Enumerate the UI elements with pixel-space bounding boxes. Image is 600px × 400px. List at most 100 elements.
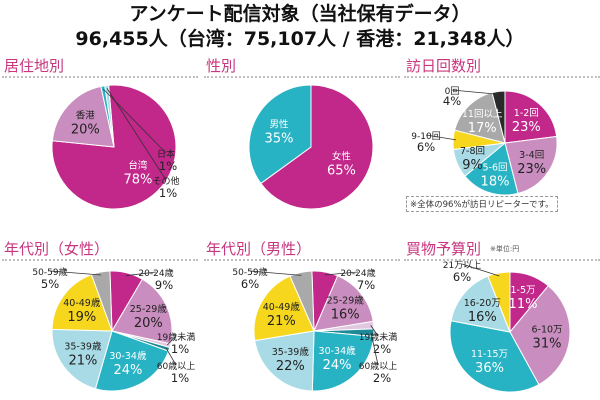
slice-value-label: 24% bbox=[113, 363, 142, 378]
slice-label: 50-59歳 bbox=[232, 266, 267, 278]
slice-value-label: 1% bbox=[159, 159, 177, 173]
slice-label: 女性 bbox=[332, 151, 352, 163]
slice-label: 19歳未満 bbox=[359, 331, 397, 343]
pie-slice bbox=[94, 330, 170, 392]
slice-label: 20-24歳 bbox=[138, 267, 173, 279]
slice-label: 30-34歳 bbox=[319, 345, 357, 357]
leader-line bbox=[167, 335, 177, 346]
divider bbox=[404, 259, 600, 261]
leader-line bbox=[125, 271, 157, 277]
pie-slice bbox=[289, 270, 315, 332]
leader-line bbox=[165, 348, 177, 366]
pie-slice bbox=[464, 142, 519, 196]
divider bbox=[2, 259, 198, 261]
pie-slice bbox=[487, 271, 511, 333]
slice-label: 3-4回 bbox=[519, 150, 544, 161]
slice-label: 11回以上 bbox=[462, 109, 503, 120]
pie-slice bbox=[504, 90, 558, 144]
budget-panel: 1-5万 11% 6-10万 31% 11-15万 36% 16-20万 16% 21万以上 6%… bbox=[404, 238, 600, 398]
pie-slice bbox=[111, 278, 173, 345]
pie-slice bbox=[51, 328, 113, 390]
pie-slice bbox=[449, 320, 540, 393]
slice-label: 60歳以上 bbox=[359, 360, 397, 372]
residence-chart-title: 居住地別 bbox=[4, 57, 65, 75]
slice-value-label: 6% bbox=[453, 270, 471, 284]
slice-label: 5-6回 bbox=[482, 163, 507, 174]
slice-label: 25-29歳 bbox=[130, 303, 168, 315]
slice-label: 20-24歳 bbox=[340, 267, 375, 279]
pie-slice bbox=[491, 90, 506, 144]
page-subtitle: 96,455人（台湾：75,107人 / 香港：21,348人） bbox=[75, 28, 525, 50]
pie-slice bbox=[248, 84, 312, 185]
slice-value-label: 24% bbox=[323, 358, 352, 373]
leader-line bbox=[324, 271, 359, 276]
leader-line bbox=[103, 88, 167, 154]
slice-value-label: 65% bbox=[327, 164, 356, 179]
slice-label: 日本 bbox=[157, 148, 175, 160]
leader-line bbox=[106, 88, 167, 181]
pie-slice bbox=[51, 85, 115, 148]
slice-value-label: 23% bbox=[517, 162, 546, 177]
slice-label: 1-2回 bbox=[514, 108, 539, 119]
slice-value-label: 19% bbox=[67, 310, 96, 325]
page-title: アンケート配信対象（当社保有データ） bbox=[129, 3, 471, 25]
leader-line bbox=[425, 134, 457, 141]
slice-label: 40-49歳 bbox=[263, 301, 301, 313]
slice-value-label: 1% bbox=[171, 371, 189, 385]
pie-slice bbox=[509, 285, 571, 386]
age-female-chart-title: 年代別（女性） bbox=[4, 240, 110, 258]
slice-label: 19歳未満 bbox=[157, 331, 195, 343]
divider bbox=[404, 76, 600, 78]
leader-line bbox=[49, 270, 102, 276]
slice-label: 35-39歳 bbox=[64, 340, 102, 352]
gender-panel: 女性 65% 男性 35% 性別 bbox=[204, 55, 400, 215]
slice-label: 台湾 bbox=[128, 159, 148, 171]
slice-value-label: 5% bbox=[41, 277, 59, 291]
pie-slice bbox=[450, 275, 511, 333]
leader-line bbox=[249, 270, 302, 276]
slice-value-label: 9% bbox=[155, 278, 173, 292]
age-male-chart-title: 年代別（男性） bbox=[206, 240, 312, 258]
slice-value-label: 7% bbox=[357, 278, 375, 292]
pie-slice bbox=[51, 273, 113, 332]
gender-chart-title: 性別 bbox=[206, 57, 237, 75]
slice-label: 1-5万 bbox=[510, 285, 535, 296]
slice-value-label: 2% bbox=[373, 371, 391, 385]
visits-panel: 1-2回 23% 3-4回 23% 5-6回 18% 7-8回 9% 9-10回 6% 11回以上 1… bbox=[404, 55, 600, 215]
slice-value-label: 1% bbox=[159, 186, 177, 200]
slice-value-label: 17% bbox=[468, 121, 497, 136]
slice-value-label: 21% bbox=[68, 353, 97, 368]
slice-label: 25-29歳 bbox=[327, 295, 365, 307]
slice-label: 50-59歳 bbox=[32, 266, 67, 278]
pie-slice bbox=[253, 275, 315, 342]
slice-label: 35-39歳 bbox=[272, 346, 310, 358]
slice-value-label: 23% bbox=[512, 120, 541, 135]
slice-label: 香港 bbox=[76, 109, 96, 121]
pie-slice bbox=[254, 330, 315, 392]
divider bbox=[204, 259, 400, 261]
slice-value-label: 1% bbox=[171, 342, 189, 356]
divider bbox=[204, 76, 400, 78]
visits-chart-title: 訪日回数別 bbox=[406, 57, 482, 75]
slice-label: 9-10回 bbox=[411, 131, 440, 142]
divider bbox=[2, 76, 198, 78]
leader-line bbox=[370, 332, 379, 366]
slice-label: 60歳以上 bbox=[157, 360, 195, 372]
slice-value-label: 36% bbox=[475, 361, 504, 376]
slice-value-label: 20% bbox=[134, 316, 163, 331]
age_female-pie: 20-24歳9%25-29歳20%19歳未満1%60歳以上1%30-34歳24%… bbox=[32, 266, 195, 392]
slice-value-label: 16% bbox=[331, 308, 360, 323]
visits-pie: 1-2回23%3-4回23%5-6回18%7-8回9%9-10回6%11回以上1… bbox=[411, 86, 558, 196]
slice-label: 30-34歳 bbox=[109, 350, 147, 362]
pie-slice bbox=[104, 84, 115, 148]
slice-label: 40-49歳 bbox=[63, 297, 101, 309]
slice-value-label: 35% bbox=[265, 132, 294, 147]
slice-value-label: 4% bbox=[443, 94, 461, 108]
pie-slice bbox=[504, 135, 558, 194]
repeater-note: ※全体の96%が訪日リピーターです。 bbox=[406, 196, 558, 212]
slice-label: 16-20万 bbox=[464, 298, 501, 309]
slice-value-label: 6% bbox=[417, 140, 435, 154]
age_male-pie: 20-24歳7%25-29歳16%19歳未満2%60歳以上2%30-34歳24%… bbox=[232, 266, 397, 392]
